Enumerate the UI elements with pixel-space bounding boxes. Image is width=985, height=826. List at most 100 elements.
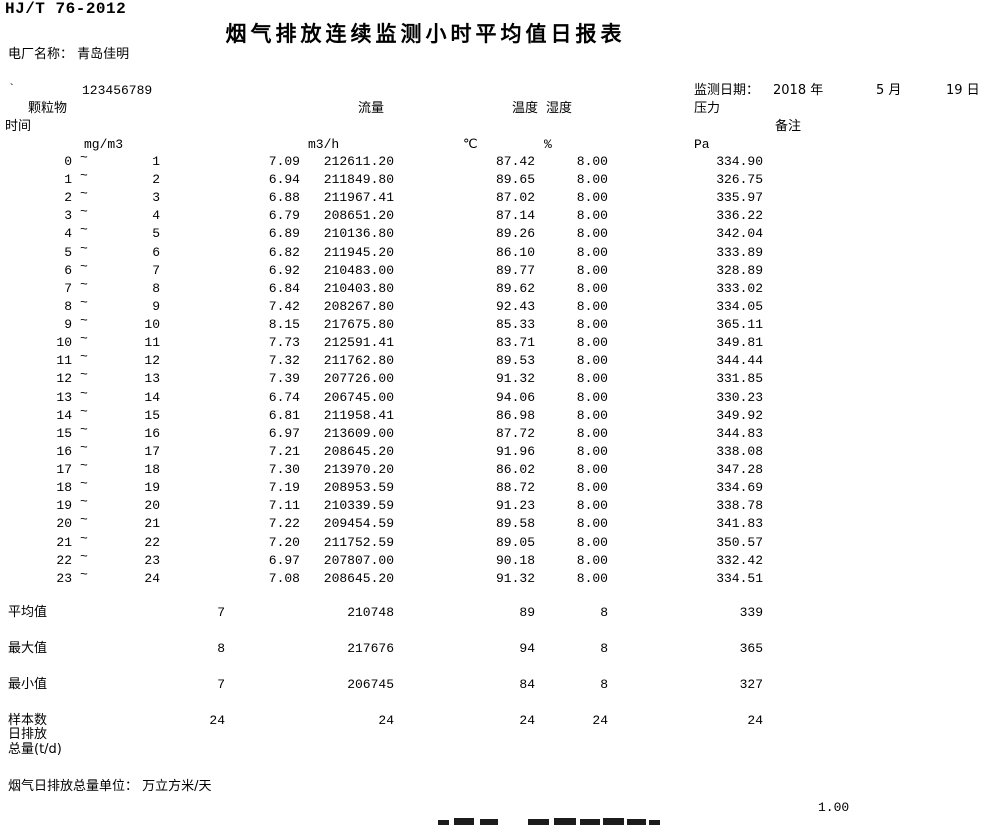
summary-row: 平均值 7 210748 89 8 339 — [0, 604, 985, 622]
col-header-time: 时间 — [5, 119, 32, 134]
summary-humidity: 8 — [600, 641, 608, 656]
cell-pressure: 334.05 — [716, 298, 763, 314]
cell-hour-to: 12 — [144, 353, 160, 369]
cell-hour-to: 2 — [152, 172, 160, 188]
cutoff-bold-text — [430, 817, 750, 826]
cell-pressure: 333.89 — [716, 244, 763, 260]
cell-particulate: 6.74 — [268, 389, 300, 405]
cell-humidity: 8.00 — [576, 371, 608, 387]
cell-temperature: 89.77 — [495, 262, 535, 278]
page-number: 1.00 — [818, 800, 850, 815]
cell-hour-to: 18 — [144, 462, 160, 478]
cell-pressure: 347.28 — [716, 462, 763, 478]
tilde-mark: ~ — [80, 313, 88, 329]
cell-hour-to: 23 — [144, 552, 160, 568]
cell-flow: 213609.00 — [323, 425, 394, 441]
cell-humidity: 8.00 — [576, 353, 608, 369]
cell-pressure: 333.02 — [716, 280, 763, 296]
cell-humidity: 8.00 — [576, 190, 608, 206]
cell-hour-from: 21 — [56, 534, 72, 550]
cell-pressure: 350.57 — [716, 534, 763, 550]
cell-flow: 213970.20 — [323, 462, 394, 478]
summary-humidity: 8 — [600, 605, 608, 620]
cell-humidity: 8.00 — [576, 280, 608, 296]
cell-pressure: 334.90 — [716, 154, 763, 169]
col-header-humidity: 湿度 — [546, 101, 573, 116]
cell-temperature: 86.10 — [495, 244, 535, 260]
cell-particulate: 8.15 — [268, 317, 300, 333]
cell-pressure: 334.51 — [716, 570, 763, 586]
unit-temperature: ℃ — [463, 137, 478, 152]
cell-particulate: 6.97 — [268, 425, 300, 441]
table-row: 18 ~19 7.19 208953.59 88.72 8.00 334.69 — [0, 476, 985, 497]
tilde-mark: ~ — [80, 476, 88, 492]
tilde-mark: ~ — [80, 494, 88, 510]
daily-emission-label-line2: 总量(t/d) — [8, 742, 62, 757]
cell-hour-from: 7 — [64, 280, 72, 296]
cell-particulate: 7.08 — [268, 570, 300, 586]
cell-temperature: 83.71 — [495, 335, 535, 351]
cell-particulate: 7.32 — [268, 353, 300, 369]
cell-hour-to: 22 — [144, 534, 160, 550]
tilde-mark: ~ — [80, 439, 88, 455]
summary-row: 最大值 8 217676 94 8 365 — [0, 640, 985, 658]
cell-humidity: 8.00 — [576, 425, 608, 441]
cell-flow: 208645.20 — [323, 443, 394, 459]
cell-flow: 212611.20 — [323, 154, 394, 169]
cell-particulate: 7.11 — [268, 498, 300, 514]
cell-particulate: 6.79 — [268, 208, 300, 224]
cell-particulate: 7.42 — [268, 298, 300, 314]
summary-label: 最小值 — [8, 677, 48, 692]
cell-hour-to: 14 — [144, 389, 160, 405]
cell-pressure: 336.22 — [716, 208, 763, 224]
table-row: 11 ~12 7.32 211762.80 89.53 8.00 344.44 — [0, 349, 985, 370]
cell-temperature: 86.02 — [495, 462, 535, 478]
cell-temperature: 89.62 — [495, 280, 535, 296]
tilde-mark: ~ — [80, 512, 88, 528]
cell-hour-from: 2 — [64, 190, 72, 206]
cell-flow: 207807.00 — [323, 552, 394, 568]
plant-name-label: 电厂名称： — [8, 47, 74, 62]
cell-hour-to: 17 — [144, 443, 160, 459]
cell-particulate: 7.39 — [268, 371, 300, 387]
cell-hour-from: 8 — [64, 298, 72, 314]
cell-hour-from: 19 — [56, 498, 72, 514]
unit-flow: m3/h — [308, 137, 340, 152]
cell-hour-from: 1 — [64, 172, 72, 188]
cell-humidity: 8.00 — [576, 407, 608, 423]
table-row: 10 ~11 7.73 212591.41 83.71 8.00 349.81 — [0, 331, 985, 352]
col-header-temperature: 温度 — [512, 101, 539, 116]
summary-temperature: 24 — [519, 713, 535, 728]
table-row: 21 ~22 7.20 211752.59 89.05 8.00 350.57 — [0, 531, 985, 552]
unit-humidity: % — [544, 137, 552, 152]
table-row: 4 ~5 6.89 210136.80 89.26 8.00 342.04 — [0, 222, 985, 243]
cell-humidity: 8.00 — [576, 462, 608, 478]
cell-humidity: 8.00 — [576, 498, 608, 514]
cell-hour-from: 0 — [64, 154, 72, 169]
cell-particulate: 7.22 — [268, 516, 300, 532]
cell-hour-from: 5 — [64, 244, 72, 260]
cell-flow: 206745.00 — [323, 389, 394, 405]
tilde-mark: ~ — [80, 421, 88, 437]
cell-temperature: 90.18 — [495, 552, 535, 568]
cell-hour-from: 9 — [64, 317, 72, 333]
cell-pressure: 338.08 — [716, 443, 763, 459]
cell-particulate: 7.21 — [268, 443, 300, 459]
cell-flow: 210483.00 — [323, 262, 394, 278]
cell-hour-to: 13 — [144, 371, 160, 387]
summary-flow: 206745 — [347, 677, 394, 692]
col-header-remark: 备注 — [775, 119, 802, 134]
cell-particulate: 7.73 — [268, 335, 300, 351]
cell-flow: 208645.20 — [323, 570, 394, 586]
cell-humidity: 8.00 — [576, 208, 608, 224]
table-row: 12 ~13 7.39 207726.00 91.32 8.00 331.85 — [0, 367, 985, 388]
table-row: 0 ~1 7.09 212611.20 87.42 8.00 334.90 — [0, 150, 985, 171]
table-row: 17 ~18 7.30 213970.20 86.02 8.00 347.28 — [0, 458, 985, 479]
cell-particulate: 6.81 — [268, 407, 300, 423]
emission-unit-note-label: 烟气日排放总量单位： — [8, 779, 139, 794]
cell-temperature: 86.98 — [495, 407, 535, 423]
cell-hour-to: 24 — [144, 570, 160, 586]
summary-particulate: 24 — [209, 713, 225, 728]
cell-pressure: 326.75 — [716, 172, 763, 188]
